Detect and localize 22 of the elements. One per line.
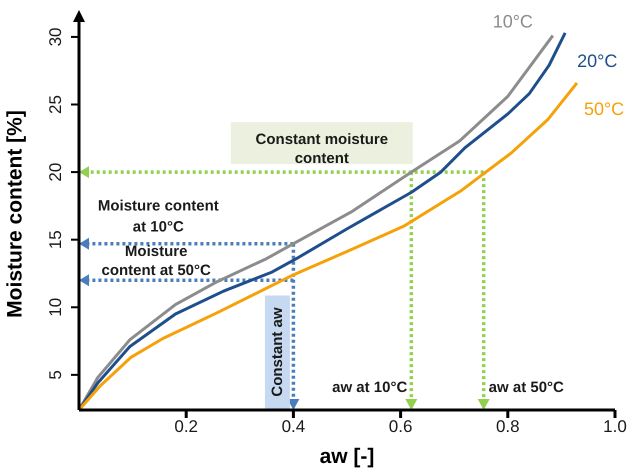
ref-line-label: aw at 10°C bbox=[332, 379, 408, 396]
y-tick-label: 25 bbox=[46, 95, 65, 114]
x-tick-label: 1.0 bbox=[603, 417, 627, 436]
x-axis-title: aw [-] bbox=[320, 445, 374, 468]
ref-line-label: Moisture content at 10°C bbox=[98, 198, 219, 236]
series-label: 10°C bbox=[492, 12, 533, 32]
ref-line-label: aw at 50°C bbox=[488, 379, 564, 396]
x-tick-label: 0.4 bbox=[282, 417, 306, 436]
y-tick-label: 15 bbox=[46, 230, 65, 250]
y-tick-label: 30 bbox=[46, 27, 65, 46]
y-tick-label: 20 bbox=[46, 162, 65, 182]
series-label: 50°C bbox=[584, 98, 624, 119]
y-axis-title: Moisture content [%] bbox=[3, 110, 26, 318]
series-label: 20°C bbox=[577, 50, 618, 71]
x-tick-label: 0.8 bbox=[496, 417, 520, 436]
y-tick-label: 5 bbox=[46, 370, 65, 380]
ref-line-label: Constant moisture content bbox=[256, 131, 388, 168]
ref-line-label: Constant aw bbox=[268, 307, 286, 397]
x-tick-label: 0.2 bbox=[174, 417, 198, 436]
x-tick-label: 0.6 bbox=[388, 417, 412, 436]
y-tick-label: 10 bbox=[46, 298, 65, 317]
legend-label: Moisture content at 50°C bbox=[102, 243, 212, 280]
